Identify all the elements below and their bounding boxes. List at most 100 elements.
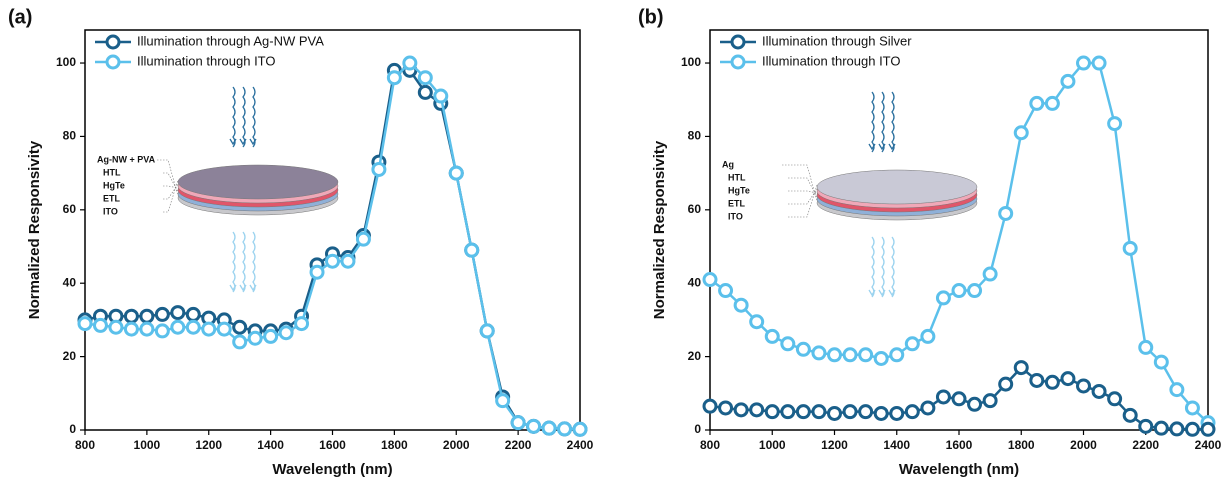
data-point — [247, 330, 263, 346]
data-point — [920, 328, 936, 344]
data-point — [764, 404, 780, 420]
y-tick-label: 80 — [688, 129, 702, 143]
inset-label: ETL — [103, 193, 121, 203]
data-point — [749, 402, 765, 418]
inset-arrow-head — [878, 143, 886, 151]
inset-label: ETL — [728, 198, 746, 208]
data-point — [1029, 372, 1045, 388]
legend-marker — [105, 54, 121, 70]
data-point — [842, 347, 858, 363]
data-point — [811, 404, 827, 420]
data-point — [858, 404, 874, 420]
inset-arrow-head — [249, 138, 257, 146]
data-point — [448, 165, 464, 181]
inset-leader — [163, 183, 179, 200]
legend-label: Illumination through Ag-NW PVA — [137, 33, 324, 48]
y-tick-label: 60 — [688, 202, 702, 216]
data-point — [858, 347, 874, 363]
data-point — [185, 319, 201, 335]
x-tick-label: 1200 — [821, 438, 848, 452]
inset-label: ITO — [728, 211, 743, 221]
data-point — [967, 396, 983, 412]
inset-arrow-head — [239, 284, 247, 292]
inset-arrow-head — [239, 138, 247, 146]
y-tick-label: 0 — [694, 422, 701, 436]
y-tick-label: 40 — [688, 275, 702, 289]
inset-leader — [788, 188, 818, 205]
inset-layer — [177, 164, 339, 200]
data-point — [572, 421, 588, 437]
inset-leader — [788, 184, 818, 218]
inset-arrow — [252, 86, 256, 148]
data-point — [170, 319, 186, 335]
data-point — [780, 336, 796, 352]
plot-frame — [709, 29, 1209, 431]
data-point — [278, 325, 294, 341]
inset-arrow — [891, 236, 895, 298]
data-point — [935, 389, 951, 405]
inset-arrow — [871, 236, 875, 298]
y-axis-title: Normalized Responsivity — [26, 140, 43, 319]
x-axis-title: Wavelength (nm) — [272, 461, 392, 478]
inset-arrow — [881, 236, 885, 298]
x-tick-label: 2400 — [1195, 438, 1222, 452]
inset-arrow-head — [868, 143, 876, 151]
inset-arrow — [232, 86, 236, 148]
y-tick-label: 20 — [63, 349, 77, 363]
series-line — [84, 61, 581, 431]
data-point — [495, 393, 511, 409]
inset-leader — [782, 164, 818, 202]
inset-arrow-head — [868, 289, 876, 297]
data-point — [201, 321, 217, 337]
x-tick-label: 800 — [75, 438, 95, 452]
legend-label: Illumination through Silver — [762, 33, 912, 48]
inset-arrow — [871, 91, 875, 153]
data-point — [1044, 374, 1060, 390]
data-point — [340, 253, 356, 269]
data-point — [1184, 400, 1200, 416]
legend-marker — [105, 34, 121, 50]
inset-leader — [788, 177, 818, 198]
panel-label: (a) — [8, 6, 32, 28]
y-tick-label: 80 — [63, 129, 77, 143]
data-point — [1138, 339, 1154, 355]
data-point — [526, 418, 542, 434]
inset-leader — [163, 172, 179, 193]
x-tick-label: 2000 — [443, 438, 470, 452]
data-point — [479, 323, 495, 339]
inset-arrow-head — [888, 143, 896, 151]
y-tick-label: 40 — [63, 275, 77, 289]
data-point — [780, 404, 796, 420]
data-point — [889, 347, 905, 363]
data-point — [371, 161, 387, 177]
data-point — [417, 70, 433, 86]
data-point — [811, 345, 827, 361]
data-point — [920, 400, 936, 416]
data-point — [232, 334, 248, 350]
data-point — [185, 306, 201, 322]
y-tick-label: 60 — [63, 202, 77, 216]
data-point — [982, 393, 998, 409]
plot-frame — [84, 29, 581, 431]
data-point — [702, 398, 718, 414]
inset-arrow — [232, 231, 236, 293]
data-point — [232, 319, 248, 335]
inset-label: Ag-NW + PVA — [97, 154, 156, 164]
x-tick-label: 1800 — [381, 438, 408, 452]
y-tick-label: 100 — [56, 55, 76, 69]
y-tick-label: 20 — [688, 349, 702, 363]
x-tick-label: 1600 — [946, 438, 973, 452]
inset-label: HgTe — [728, 185, 750, 195]
inset-leader — [163, 179, 179, 213]
data-point — [827, 347, 842, 363]
data-point — [1060, 73, 1076, 89]
inset-arrow-head — [249, 284, 257, 292]
y-tick-label: 0 — [69, 422, 76, 436]
legend-marker — [730, 34, 746, 50]
data-point — [263, 328, 279, 344]
data-point — [1107, 391, 1123, 407]
inset-leader — [788, 190, 818, 194]
data-point — [1184, 421, 1200, 437]
data-point — [355, 231, 371, 247]
